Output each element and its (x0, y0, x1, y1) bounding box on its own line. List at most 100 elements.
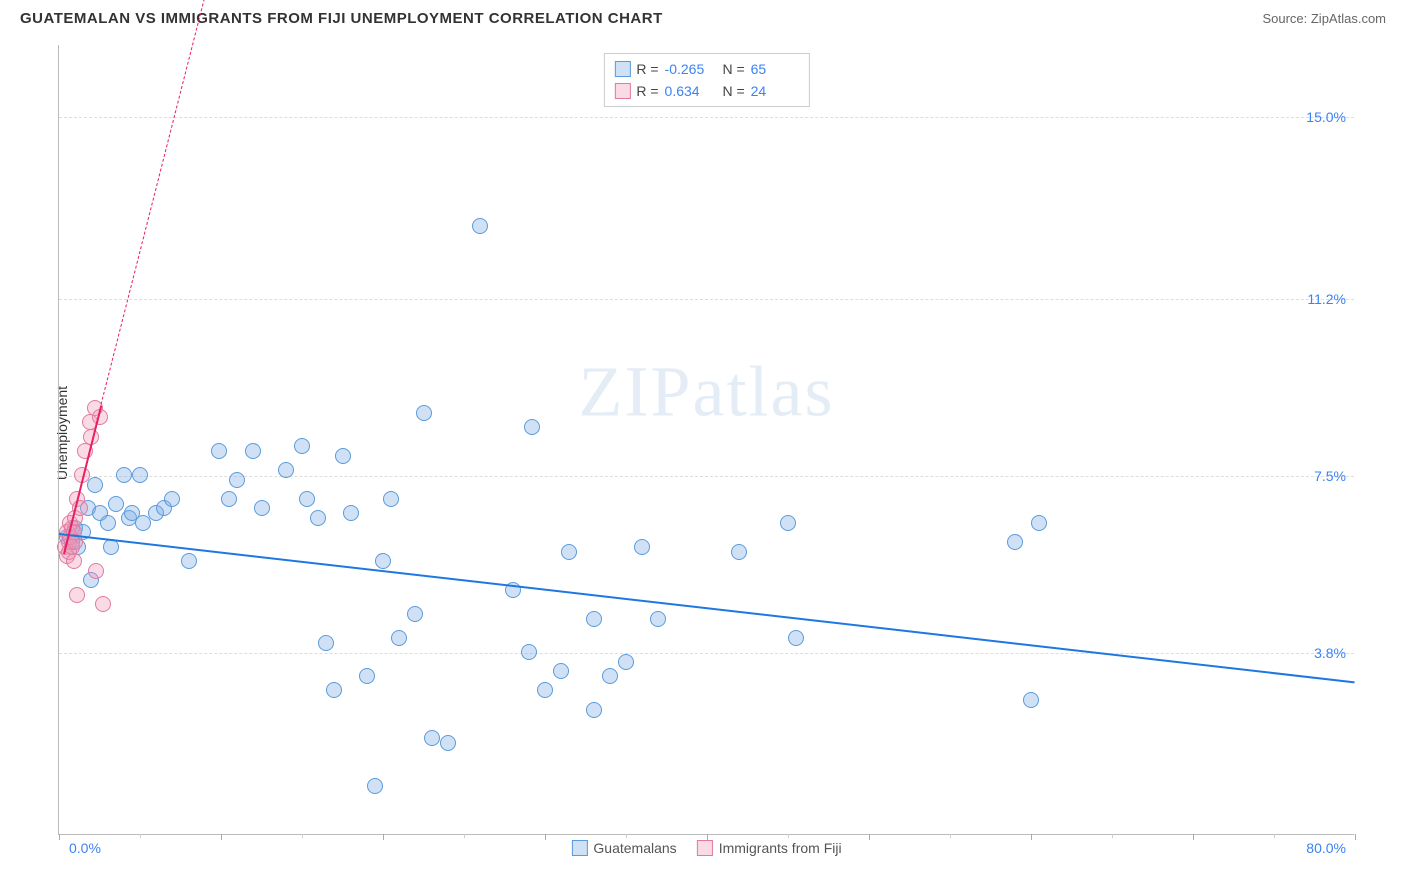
stat-r-value: -0.265 (665, 58, 713, 80)
stat-r-label: R = (636, 80, 658, 102)
scatter-point (229, 472, 245, 488)
x-tick-major (869, 834, 870, 840)
scatter-point (524, 419, 540, 435)
x-tick-minor (788, 834, 789, 838)
x-tick-major (1031, 834, 1032, 840)
x-tick-major (707, 834, 708, 840)
x-tick-minor (140, 834, 141, 838)
x-tick-major (1193, 834, 1194, 840)
scatter-point (472, 218, 488, 234)
scatter-point (254, 500, 270, 516)
x-tick-minor (464, 834, 465, 838)
scatter-point (87, 477, 103, 493)
y-tick-label: 3.8% (1314, 645, 1346, 661)
scatter-point (521, 644, 537, 660)
scatter-point (391, 630, 407, 646)
plot-area: ZIPatlas R = -0.265 N = 65R = 0.634 N = … (58, 45, 1354, 835)
scatter-point (367, 778, 383, 794)
scatter-point (211, 443, 227, 459)
scatter-point (634, 539, 650, 555)
watermark-text: ZIPatlas (579, 351, 835, 434)
series-legend-label: Immigrants from Fiji (719, 840, 842, 856)
scatter-point (95, 596, 111, 612)
scatter-point (618, 654, 634, 670)
scatter-point (553, 663, 569, 679)
trend-line (101, 0, 230, 405)
x-tick-minor (302, 834, 303, 838)
stat-n-label: N = (719, 58, 745, 80)
scatter-point (66, 553, 82, 569)
stat-r-label: R = (636, 58, 658, 80)
scatter-point (650, 611, 666, 627)
scatter-point (335, 448, 351, 464)
x-tick-minor (626, 834, 627, 838)
x-tick-minor (1112, 834, 1113, 838)
trend-line (59, 533, 1355, 683)
scatter-point (561, 544, 577, 560)
x-tick-minor (1274, 834, 1275, 838)
y-tick-label: 11.2% (1307, 291, 1346, 307)
scatter-point (294, 438, 310, 454)
gridline-h (59, 653, 1354, 654)
scatter-point (1007, 534, 1023, 550)
scatter-point (586, 702, 602, 718)
scatter-point (299, 491, 315, 507)
scatter-point (424, 730, 440, 746)
x-tick-major (383, 834, 384, 840)
scatter-point (780, 515, 796, 531)
scatter-point (69, 587, 85, 603)
y-tick-label: 7.5% (1314, 468, 1346, 484)
stat-n-value: 24 (751, 80, 799, 102)
scatter-point (602, 668, 618, 684)
x-axis-max-label: 80.0% (1306, 840, 1346, 856)
scatter-point (132, 467, 148, 483)
stats-legend-row: R = -0.265 N = 65 (614, 58, 798, 80)
scatter-point (731, 544, 747, 560)
scatter-point (116, 467, 132, 483)
scatter-point (326, 682, 342, 698)
x-tick-major (59, 834, 60, 840)
scatter-point (318, 635, 334, 651)
series-legend-label: Guatemalans (593, 840, 676, 856)
scatter-point (108, 496, 124, 512)
legend-swatch (697, 840, 713, 856)
x-axis-min-label: 0.0% (69, 840, 101, 856)
gridline-h (59, 117, 1354, 118)
scatter-point (343, 505, 359, 521)
scatter-point (181, 553, 197, 569)
x-tick-minor (950, 834, 951, 838)
scatter-point (359, 668, 375, 684)
x-tick-major (221, 834, 222, 840)
scatter-point (375, 553, 391, 569)
scatter-point (1023, 692, 1039, 708)
stats-legend-row: R = 0.634 N = 24 (614, 80, 798, 102)
y-tick-label: 15.0% (1306, 109, 1346, 125)
x-tick-major (545, 834, 546, 840)
gridline-h (59, 476, 1354, 477)
scatter-point (407, 606, 423, 622)
stat-r-value: 0.634 (665, 80, 713, 102)
scatter-point (245, 443, 261, 459)
legend-swatch (614, 61, 630, 77)
x-tick-major (1355, 834, 1356, 840)
scatter-point (416, 405, 432, 421)
chart-title: GUATEMALAN VS IMMIGRANTS FROM FIJI UNEMP… (20, 10, 663, 27)
chart-container: Unemployment ZIPatlas R = -0.265 N = 65R… (40, 45, 1380, 860)
source-credit: Source: ZipAtlas.com (1262, 11, 1386, 26)
stats-legend: R = -0.265 N = 65R = 0.634 N = 24 (603, 53, 809, 107)
gridline-h (59, 299, 1354, 300)
stat-n-label: N = (719, 80, 745, 102)
scatter-point (100, 515, 116, 531)
scatter-point (586, 611, 602, 627)
scatter-point (164, 491, 180, 507)
series-legend: Guatemalans Immigrants from Fiji (571, 840, 841, 856)
series-legend-item: Guatemalans (571, 840, 676, 856)
scatter-point (440, 735, 456, 751)
scatter-point (278, 462, 294, 478)
legend-swatch (571, 840, 587, 856)
series-legend-item: Immigrants from Fiji (697, 840, 842, 856)
scatter-point (788, 630, 804, 646)
scatter-point (221, 491, 237, 507)
legend-swatch (614, 83, 630, 99)
scatter-point (310, 510, 326, 526)
